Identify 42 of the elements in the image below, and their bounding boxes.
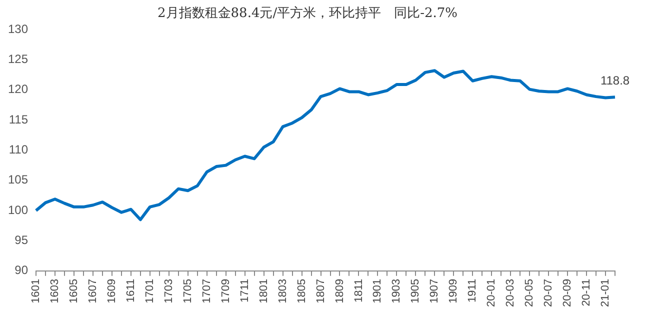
x-tick-label: 1907 — [428, 278, 441, 304]
x-tick-label: 1905 — [410, 278, 422, 304]
y-tick-label: 110 — [8, 142, 28, 157]
x-tick-label: 20-05 — [524, 278, 536, 308]
x-tick-label: 1811 — [352, 278, 365, 303]
y-tick-label: 100 — [8, 202, 28, 217]
x-tick-label: 1903 — [390, 278, 403, 304]
x-tick-label: 1801 — [258, 278, 270, 304]
y-tick-label: 115 — [8, 112, 28, 126]
y-tick-label: 130 — [8, 22, 28, 36]
x-tick-label: 1805 — [296, 278, 308, 304]
x-tick-label: 1601 — [30, 278, 42, 304]
x-tick-label: 20-11 — [580, 278, 593, 306]
x-tick-label: 1603 — [49, 278, 62, 304]
x-tick-label: 20-01 — [486, 278, 498, 308]
x-tick-label: 1809 — [334, 278, 346, 304]
x-tick-label: 1911 — [466, 278, 479, 303]
x-tick-label: 1709 — [220, 278, 232, 304]
y-tick-label: 125 — [8, 52, 28, 66]
x-tick-label: 1607 — [87, 278, 99, 304]
x-tick-label: 1707 — [200, 278, 213, 304]
x-tick-label: 1711 — [238, 278, 251, 303]
x-tick-label: 1807 — [314, 278, 327, 304]
x-tick-label: 1803 — [276, 278, 289, 304]
data-label: 118.8 — [600, 73, 630, 88]
x-tick-label: 1901 — [372, 278, 384, 304]
x-tick-label: 1701 — [144, 278, 156, 304]
chart-title: 2月指数租金88.4元/平方米，环比持平 同比-2.7% — [157, 5, 458, 22]
x-tick-label: 20-09 — [562, 278, 574, 308]
x-tick-label: 20-03 — [504, 278, 517, 308]
x-tick-label: 1909 — [448, 278, 460, 304]
x-tick-label: 1703 — [162, 278, 175, 304]
y-tick-label: 90 — [14, 263, 28, 278]
y-tick-label: 95 — [14, 233, 28, 248]
x-tick-label: 20-07 — [542, 278, 555, 308]
x-tick-label: 1609 — [106, 278, 118, 304]
y-tick-label: 105 — [8, 172, 28, 187]
y-tick-label: 120 — [8, 82, 28, 96]
x-tick-label: 1611 — [124, 278, 137, 303]
x-tick-label: 1705 — [182, 278, 194, 304]
x-tick-label: 1605 — [68, 278, 80, 304]
x-tick-label: 21-01 — [600, 278, 612, 308]
